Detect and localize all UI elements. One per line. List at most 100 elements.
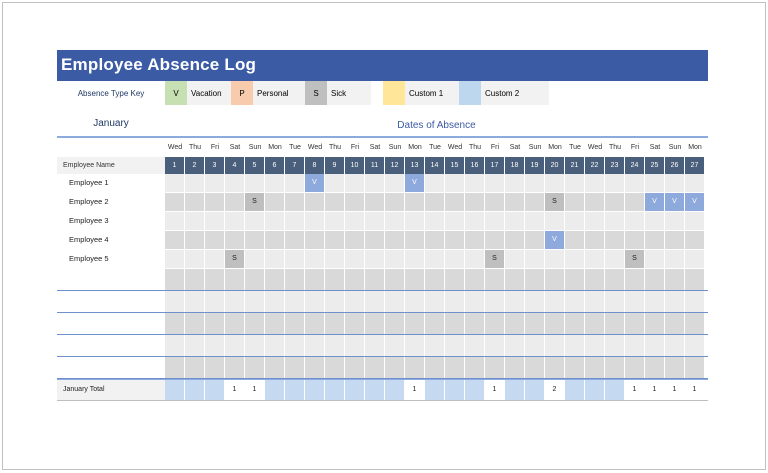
absence-cell[interactable] — [485, 193, 504, 211]
absence-cell[interactable] — [525, 357, 544, 378]
absence-cell[interactable] — [305, 357, 324, 378]
absence-cell[interactable] — [525, 193, 544, 211]
absence-cell[interactable] — [385, 291, 404, 312]
absence-cell[interactable] — [625, 193, 644, 211]
absence-cell[interactable] — [425, 269, 444, 290]
absence-cell[interactable] — [225, 291, 244, 312]
absence-cell[interactable]: S — [485, 250, 504, 268]
absence-cell[interactable] — [245, 250, 264, 268]
employee-name[interactable]: Employee 4 — [57, 231, 165, 249]
absence-cell[interactable] — [585, 193, 604, 211]
empty-name-cell[interactable] — [57, 269, 165, 290]
absence-cell[interactable] — [305, 193, 324, 211]
absence-cell[interactable] — [585, 313, 604, 334]
absence-cell[interactable] — [625, 291, 644, 312]
absence-cell[interactable] — [165, 174, 184, 192]
absence-cell[interactable] — [425, 357, 444, 378]
absence-cell[interactable] — [605, 231, 624, 249]
absence-cell[interactable] — [245, 291, 264, 312]
absence-cell[interactable] — [485, 212, 504, 230]
empty-name-cell[interactable] — [57, 357, 165, 378]
absence-cell[interactable] — [505, 335, 524, 356]
absence-cell[interactable] — [525, 269, 544, 290]
absence-cell[interactable] — [405, 250, 424, 268]
employee-name[interactable]: Employee 1 — [57, 174, 165, 192]
absence-cell[interactable] — [545, 269, 564, 290]
absence-cell[interactable]: V — [305, 174, 324, 192]
absence-cell[interactable] — [365, 357, 384, 378]
absence-cell[interactable] — [185, 212, 204, 230]
absence-cell[interactable] — [505, 250, 524, 268]
absence-cell[interactable] — [565, 231, 584, 249]
absence-cell[interactable] — [525, 212, 544, 230]
absence-cell[interactable] — [565, 291, 584, 312]
absence-cell[interactable] — [505, 174, 524, 192]
absence-cell[interactable] — [225, 193, 244, 211]
absence-cell[interactable] — [445, 174, 464, 192]
absence-cell[interactable] — [305, 231, 324, 249]
absence-cell[interactable] — [265, 313, 284, 334]
absence-cell[interactable] — [445, 212, 464, 230]
absence-cell[interactable] — [645, 291, 664, 312]
absence-cell[interactable] — [605, 335, 624, 356]
absence-cell[interactable] — [585, 231, 604, 249]
absence-cell[interactable] — [305, 212, 324, 230]
absence-cell[interactable] — [265, 174, 284, 192]
absence-cell[interactable] — [265, 212, 284, 230]
absence-cell[interactable] — [525, 335, 544, 356]
absence-cell[interactable] — [225, 269, 244, 290]
absence-cell[interactable] — [405, 212, 424, 230]
absence-cell[interactable] — [565, 193, 584, 211]
absence-cell[interactable] — [685, 313, 704, 334]
absence-cell[interactable] — [425, 193, 444, 211]
absence-cell[interactable] — [265, 231, 284, 249]
absence-cell[interactable] — [185, 174, 204, 192]
absence-cell[interactable] — [265, 250, 284, 268]
absence-cell[interactable] — [665, 357, 684, 378]
absence-cell[interactable] — [245, 231, 264, 249]
absence-cell[interactable] — [525, 250, 544, 268]
absence-cell[interactable] — [505, 313, 524, 334]
absence-cell[interactable] — [485, 291, 504, 312]
absence-cell[interactable] — [585, 335, 604, 356]
absence-cell[interactable] — [525, 174, 544, 192]
absence-cell[interactable] — [565, 250, 584, 268]
absence-cell[interactable] — [465, 357, 484, 378]
absence-cell[interactable] — [485, 335, 504, 356]
absence-cell[interactable] — [685, 335, 704, 356]
absence-cell[interactable] — [485, 313, 504, 334]
absence-cell[interactable] — [405, 193, 424, 211]
absence-cell[interactable] — [385, 174, 404, 192]
absence-cell[interactable] — [625, 174, 644, 192]
absence-cell[interactable] — [665, 313, 684, 334]
absence-cell[interactable] — [385, 193, 404, 211]
absence-cell[interactable] — [365, 193, 384, 211]
absence-cell[interactable] — [445, 269, 464, 290]
absence-cell[interactable] — [445, 291, 464, 312]
absence-cell[interactable] — [505, 212, 524, 230]
absence-cell[interactable] — [365, 231, 384, 249]
absence-cell[interactable]: V — [685, 193, 704, 211]
absence-cell[interactable] — [625, 212, 644, 230]
empty-name-cell[interactable] — [57, 291, 165, 312]
absence-cell[interactable] — [325, 313, 344, 334]
absence-cell[interactable] — [565, 212, 584, 230]
absence-cell[interactable] — [345, 335, 364, 356]
absence-cell[interactable] — [425, 313, 444, 334]
absence-cell[interactable]: S — [545, 193, 564, 211]
absence-cell[interactable] — [585, 291, 604, 312]
absence-cell[interactable] — [265, 291, 284, 312]
absence-cell[interactable] — [665, 250, 684, 268]
absence-cell[interactable] — [465, 269, 484, 290]
absence-cell[interactable] — [645, 335, 664, 356]
absence-cell[interactable] — [285, 357, 304, 378]
absence-cell[interactable] — [565, 357, 584, 378]
absence-cell[interactable] — [165, 357, 184, 378]
absence-cell[interactable] — [645, 357, 664, 378]
absence-cell[interactable] — [285, 313, 304, 334]
absence-cell[interactable] — [405, 231, 424, 249]
absence-cell[interactable] — [385, 269, 404, 290]
absence-cell[interactable] — [385, 357, 404, 378]
absence-cell[interactable] — [185, 335, 204, 356]
absence-cell[interactable] — [605, 313, 624, 334]
